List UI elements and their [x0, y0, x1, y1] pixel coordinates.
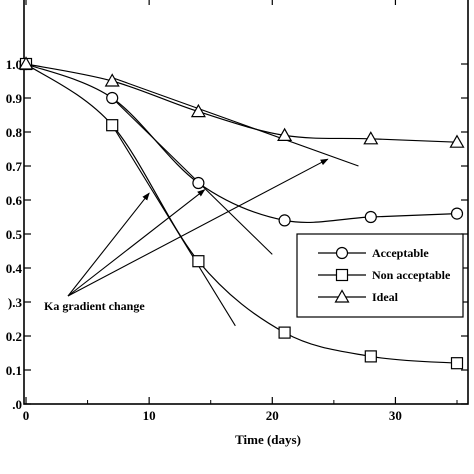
- series-line: [25, 63, 458, 223]
- y-tick-label: 0.6: [6, 193, 23, 208]
- y-tick-label: 0.1: [6, 363, 22, 378]
- data-point-triangle: [363, 131, 379, 145]
- data-point-square: [106, 119, 119, 132]
- data-point-square: [450, 357, 464, 370]
- y-tick-label: 0.8: [6, 125, 23, 140]
- data-point-triangle: [104, 73, 120, 87]
- data-point-triangle: [18, 56, 34, 70]
- legend-marker-square: [335, 268, 349, 282]
- x-tick-label: 0: [23, 408, 30, 423]
- annotation-arrow: [67, 189, 206, 297]
- legend-label: Acceptable: [372, 246, 429, 260]
- y-tick-label: 0.4: [6, 261, 23, 276]
- x-tick-label: 10: [143, 408, 156, 423]
- y-tick-label: 0.5: [6, 227, 23, 242]
- annotation-label: Ka gradient change: [44, 299, 145, 313]
- tangent-line: [112, 77, 359, 167]
- legend-label: Ideal: [372, 290, 399, 304]
- y-tick-labels: .0 0.1 0.2 ).3 0.4 0.5 0.6 0.7 0.8 0.9 1.0: [6, 57, 23, 412]
- data-point-circle: [278, 214, 291, 227]
- data-point-circle: [192, 176, 205, 190]
- data-point-triangle: [190, 103, 206, 118]
- data-point-square: [192, 255, 205, 268]
- data-point-circle: [450, 207, 464, 220]
- data-point-circle: [364, 210, 377, 224]
- axis-ticks: [24, 0, 468, 405]
- data-point-square: [278, 326, 291, 339]
- x-tick-label: 30: [389, 408, 402, 423]
- data-point-circle: [106, 91, 119, 105]
- legend-marker-circle: [335, 246, 349, 260]
- annotation: Ka gradient change: [44, 158, 329, 313]
- legend-marker-triangle: [334, 289, 350, 303]
- data-point-square: [364, 350, 377, 363]
- legend: Acceptable Non acceptable Ideal: [296, 233, 464, 318]
- data-point-triangle: [449, 134, 465, 148]
- y-tick-label: ).3: [8, 295, 23, 310]
- x-tick-label: 20: [266, 408, 279, 423]
- annotation-arrow: [67, 192, 150, 297]
- y-tick-label: 1.0: [6, 57, 22, 72]
- y-tick-label: 0.9: [6, 91, 23, 106]
- y-tick-label: 0.2: [6, 329, 22, 344]
- x-tick-labels: 0 10 20 30: [23, 408, 402, 423]
- annotation-arrow: [67, 158, 329, 297]
- series-markers: [18, 56, 465, 370]
- y-tick-label: .0: [12, 397, 22, 412]
- legend-label: Non acceptable: [372, 268, 451, 282]
- data-point-triangle: [277, 127, 293, 141]
- series-lines: [25, 63, 458, 364]
- plot-frame: [23, 0, 469, 405]
- series-line: [25, 63, 458, 143]
- tangent-line: [111, 97, 273, 255]
- series-line: [25, 63, 458, 364]
- y-tick-label: 0.7: [6, 159, 23, 174]
- x-axis-title: Time (days): [235, 432, 301, 447]
